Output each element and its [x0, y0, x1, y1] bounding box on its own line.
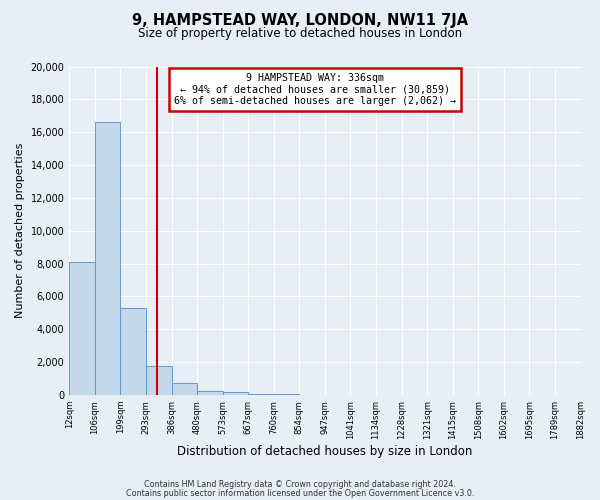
- Text: Contains HM Land Registry data © Crown copyright and database right 2024.: Contains HM Land Registry data © Crown c…: [144, 480, 456, 489]
- Bar: [274, 394, 299, 395]
- Text: 9, HAMPSTEAD WAY, LONDON, NW11 7JA: 9, HAMPSTEAD WAY, LONDON, NW11 7JA: [132, 12, 468, 28]
- Bar: [248, 394, 274, 395]
- Bar: [172, 384, 197, 395]
- Bar: [69, 262, 95, 395]
- Text: Contains public sector information licensed under the Open Government Licence v3: Contains public sector information licen…: [126, 488, 474, 498]
- Bar: [197, 390, 223, 395]
- Text: Size of property relative to detached houses in London: Size of property relative to detached ho…: [138, 28, 462, 40]
- Bar: [121, 308, 146, 395]
- Y-axis label: Number of detached properties: Number of detached properties: [15, 143, 25, 318]
- Bar: [146, 366, 172, 395]
- Bar: [95, 122, 121, 395]
- Text: 9 HAMPSTEAD WAY: 336sqm
← 94% of detached houses are smaller (30,859)
6% of semi: 9 HAMPSTEAD WAY: 336sqm ← 94% of detache…: [173, 73, 455, 106]
- Bar: [223, 392, 248, 395]
- X-axis label: Distribution of detached houses by size in London: Distribution of detached houses by size …: [177, 444, 473, 458]
